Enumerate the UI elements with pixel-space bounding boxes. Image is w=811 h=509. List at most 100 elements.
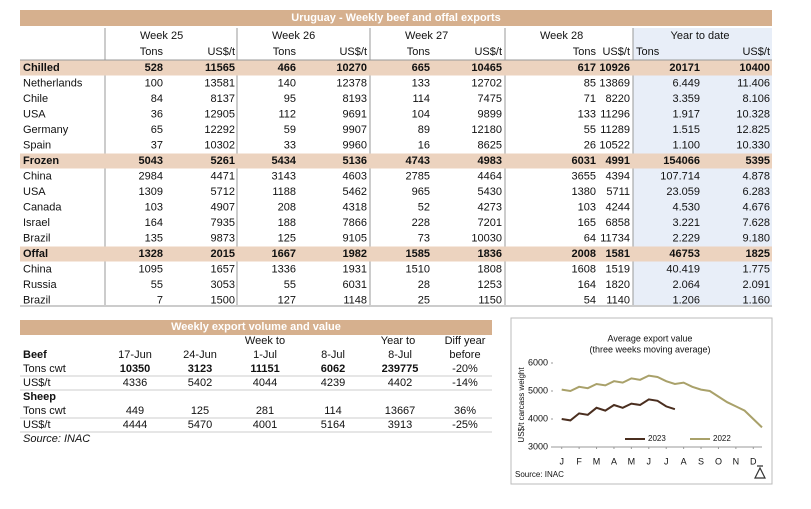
cell: 4336 (123, 377, 147, 389)
table-title: Weekly export volume and value (171, 321, 341, 333)
section-value: 4743 (406, 155, 430, 167)
cell: 1608 (572, 263, 596, 275)
cell: 4402 (388, 377, 412, 389)
cell: 12702 (471, 77, 502, 89)
section-value: 6031 (572, 155, 596, 167)
cell: 16 (418, 139, 430, 151)
x-tick-label: M (628, 456, 636, 466)
cell: 64 (584, 232, 596, 244)
header: Year to (381, 335, 415, 347)
section-value: 5261 (211, 155, 235, 167)
cell: 1253 (478, 279, 502, 291)
row-label: Germany (23, 124, 69, 136)
cell: 1.206 (672, 294, 700, 306)
section-value: 10926 (599, 62, 630, 74)
source: Source: INAC (23, 433, 90, 445)
cell: 84 (151, 93, 163, 105)
cell: 3123 (188, 363, 212, 375)
cell: 5430 (478, 186, 502, 198)
cell: 449 (126, 405, 144, 417)
line (561, 374, 763, 429)
column-header: 8-Jul (321, 349, 345, 361)
cell: 8193 (343, 93, 367, 105)
cell: 11151 (250, 363, 279, 375)
header: Diff year (445, 335, 486, 347)
row-label: Brazil (23, 232, 51, 244)
section-band (20, 60, 772, 76)
cell: 4907 (211, 201, 235, 213)
cell: 165 (578, 217, 596, 229)
cell: 7201 (478, 217, 502, 229)
section-value: 1982 (343, 248, 367, 260)
cell: 10302 (204, 139, 235, 151)
cell: 9105 (343, 232, 367, 244)
cell: 6.449 (672, 77, 700, 89)
cell: 208 (278, 201, 296, 213)
section-value: 20171 (669, 62, 700, 74)
cell: 3053 (211, 279, 235, 291)
cell: 95 (284, 93, 296, 105)
cell: 1500 (211, 294, 235, 306)
cell: 54 (584, 294, 596, 306)
section-value: 5136 (343, 155, 367, 167)
header: Week to (245, 335, 285, 347)
row-label: Tons cwt (23, 405, 66, 417)
cell: 1336 (272, 263, 296, 275)
section-value: 2015 (211, 248, 235, 260)
row-label: US$/t (23, 377, 51, 389)
column-header: US$/t (339, 46, 367, 58)
cell: 10.328 (736, 108, 770, 120)
column-header: 1-Jul (253, 349, 277, 361)
cell: 26 (584, 139, 596, 151)
cell: 188 (278, 217, 296, 229)
cell: 11289 (600, 124, 630, 136)
cell: 7866 (343, 217, 367, 229)
cell: 10522 (599, 139, 630, 151)
cell: -14% (452, 377, 478, 389)
cell: 4.878 (742, 170, 770, 182)
cell: 1188 (272, 186, 296, 198)
line (561, 398, 676, 422)
cell: 13869 (599, 77, 630, 89)
cell: 4001 (253, 419, 277, 431)
cell: 7 (157, 294, 163, 306)
section-value: 46753 (669, 248, 700, 260)
x-tick-label: A (681, 456, 687, 466)
section-label: Beef (23, 349, 47, 361)
cell: 8625 (478, 139, 502, 151)
cell: 1820 (606, 279, 630, 291)
cell: 4444 (123, 419, 147, 431)
cell: 1808 (478, 263, 502, 275)
column-header: Tons (273, 46, 297, 58)
cell: 1309 (139, 186, 163, 198)
cell: 5711 (606, 186, 630, 198)
cell: 1.100 (672, 139, 700, 151)
row-label: China (23, 170, 53, 182)
cell: 7475 (478, 93, 502, 105)
cell: 114 (412, 93, 430, 105)
cell: 3143 (272, 170, 296, 182)
cell: 12.825 (736, 124, 770, 136)
table-title: Uruguay - Weekly beef and offal exports (291, 12, 500, 24)
cell: 164 (578, 279, 596, 291)
cell: 135 (145, 232, 163, 244)
section-label: Sheep (23, 391, 56, 403)
cell: 1657 (211, 263, 235, 275)
row-label: Spain (23, 139, 51, 151)
row-label: Netherlands (23, 77, 83, 89)
section-value: 10270 (336, 62, 367, 74)
cell: 5712 (211, 186, 235, 198)
chart-frame (510, 317, 773, 485)
section-label: Chilled (23, 62, 60, 74)
chart-source: Source: INAC (515, 470, 564, 479)
x-tick-label: F (576, 456, 582, 466)
cell: 4318 (343, 201, 367, 213)
section-label: Frozen (23, 155, 59, 167)
cell: 1510 (406, 263, 430, 275)
column-header: US$/t (742, 46, 770, 58)
title-bar (20, 10, 772, 26)
cell: 4464 (478, 170, 502, 182)
cell: 2.064 (672, 279, 700, 291)
cell: 4471 (211, 170, 235, 182)
